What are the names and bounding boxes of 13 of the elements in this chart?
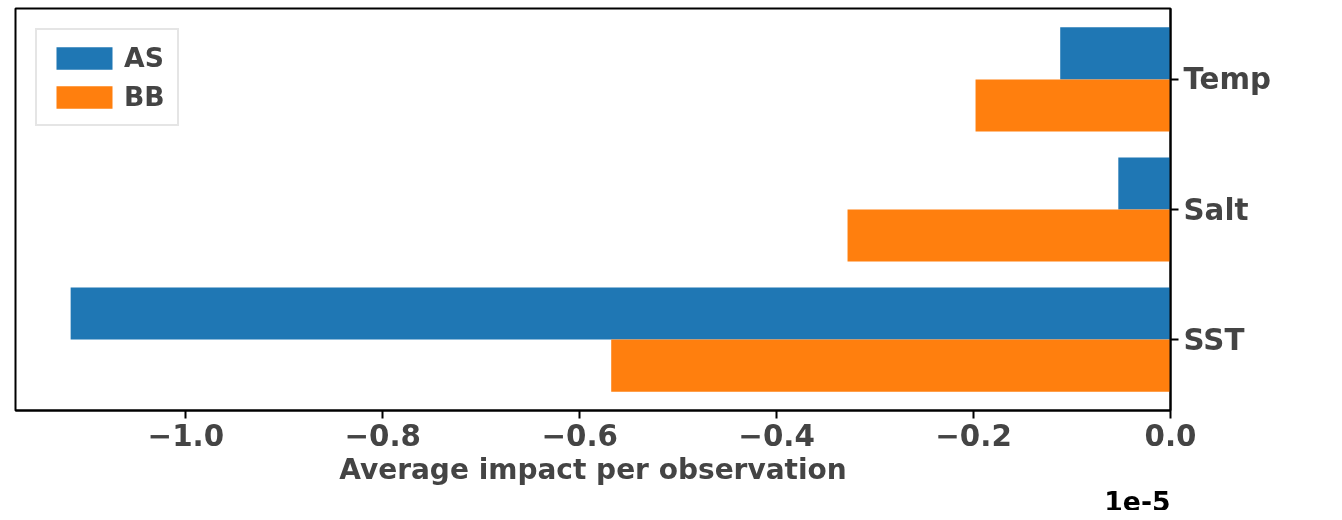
text: 1e-5 bbox=[1104, 485, 1171, 517]
y-tick-label: SST bbox=[1183, 322, 1245, 357]
x-tick-label: −0.6 bbox=[541, 418, 618, 453]
legend-label: BB bbox=[124, 81, 165, 112]
x-tick-label: −0.4 bbox=[738, 418, 815, 453]
x-tick-label: 0.0 bbox=[1144, 418, 1197, 453]
x-axis-title: Average impact per observation bbox=[339, 452, 847, 486]
y-tick-label: Temp bbox=[1183, 62, 1272, 97]
x-tick-label: −0.2 bbox=[935, 418, 1012, 453]
x-tick-label: −0.8 bbox=[344, 418, 422, 453]
x-tick-label: −1.0 bbox=[147, 418, 225, 453]
legend-label: AS bbox=[124, 42, 164, 73]
y-tick-label: Salt bbox=[1183, 192, 1249, 227]
